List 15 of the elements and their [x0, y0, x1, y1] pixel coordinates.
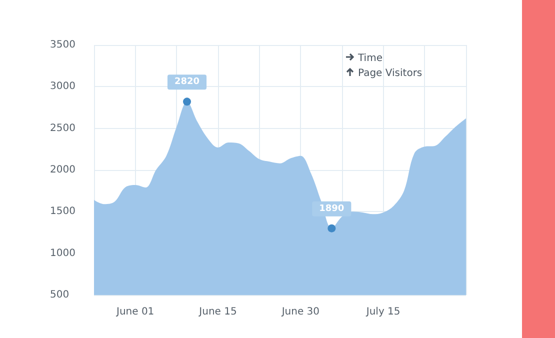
- y-axis-title: Page Visitors: [358, 68, 422, 79]
- y-tick-label: 1500: [50, 206, 76, 218]
- y-tick-label: 3500: [50, 40, 76, 50]
- y-tick-label: 1000: [50, 248, 76, 259]
- x-tick-label: June 01: [115, 306, 154, 318]
- x-tick-label: July 15: [365, 306, 400, 318]
- x-tick-label: June 15: [198, 306, 237, 318]
- annotation: 1890: [319, 204, 344, 214]
- y-tick-label: 500: [50, 290, 70, 300]
- y-tick-label: 3000: [50, 81, 76, 92]
- x-tick-label: June 30: [280, 306, 320, 318]
- y-tick-label: 2500: [50, 122, 76, 134]
- annotation: 2820: [174, 77, 200, 88]
- y-tick-label: 2000: [50, 164, 76, 176]
- x-axis-title: Time: [358, 53, 382, 64]
